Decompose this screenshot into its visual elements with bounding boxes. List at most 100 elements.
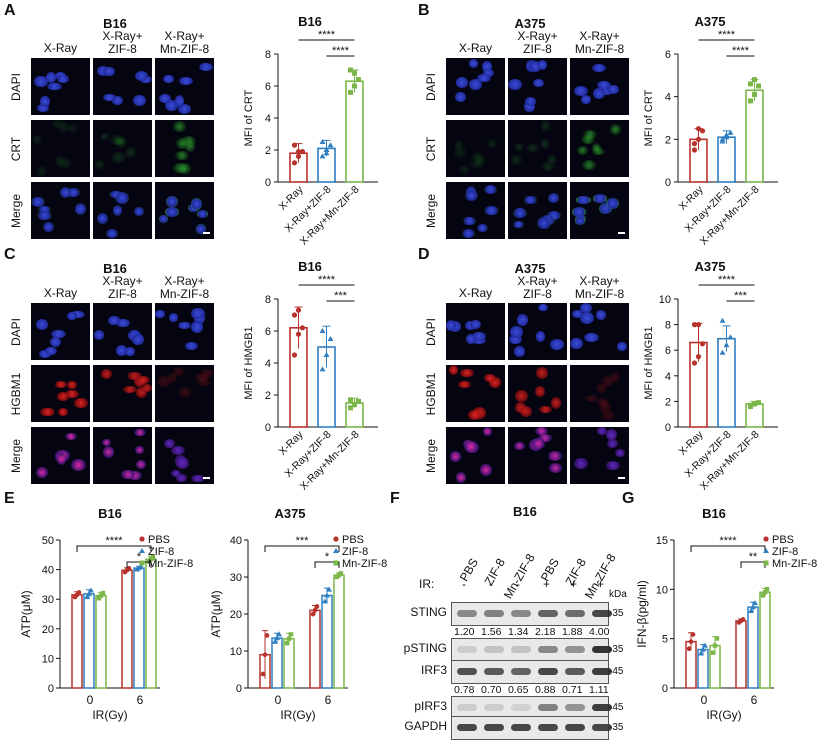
micrograph-tile: [508, 58, 567, 115]
cell-nucleus: [508, 79, 523, 91]
cell-nucleus: [47, 82, 62, 91]
cell-nucleus: [512, 220, 525, 229]
cell-nucleus: [31, 196, 46, 208]
data-point: [699, 341, 706, 347]
micrograph-panel-b: A375 X-Ray X-Ray+ ZIF-8 X-Ray+ Mn-ZIF-8 DAPI…: [415, 0, 645, 245]
cell-nucleus: [71, 458, 87, 471]
significance-label: ****: [718, 274, 736, 286]
data-point: [760, 593, 766, 598]
cell-nucleus: [528, 60, 542, 72]
kda-marker: -45: [609, 702, 624, 713]
data-point: [748, 608, 754, 614]
cell-nucleus: [175, 138, 189, 149]
cell-nucleus: [534, 386, 546, 398]
protein-band: [538, 724, 558, 731]
legend-label: PBS: [772, 534, 794, 546]
band-quantification: 1.11: [589, 684, 609, 696]
cell-nucleus: [583, 130, 598, 140]
cell-nucleus: [64, 432, 77, 441]
y-tick-label: 50: [42, 535, 54, 547]
y-tick-label: 4: [665, 371, 671, 383]
scale-bar: [618, 477, 625, 479]
significance-bracket: [126, 561, 152, 568]
x-axis-label: IR(Gy): [280, 708, 315, 722]
protein-band: [538, 646, 558, 653]
data-point: [295, 149, 302, 155]
cell-nucleus: [512, 207, 528, 219]
data-point: [348, 397, 353, 403]
data-point: [264, 633, 270, 638]
panel-letter-d: D: [418, 246, 430, 263]
cell-nucleus: [113, 205, 123, 216]
protein-band: [565, 668, 585, 675]
bar: [95, 594, 107, 689]
data-point: [96, 596, 102, 601]
cell-nucleus: [181, 136, 197, 146]
cell-nucleus: [134, 428, 147, 437]
micrograph-panel-c: B16 X-Ray X-Ray+ ZIF-8 X-Ray+ Mn-ZIF-8 DAPI H…: [0, 245, 230, 490]
panel-letter-e: E: [4, 490, 15, 507]
cell-nucleus: [175, 473, 188, 482]
micrograph-column-label: X-Ray: [458, 41, 493, 55]
micrograph-tile: [446, 120, 505, 177]
data-point: [326, 586, 332, 592]
y-axis-label: MFI of HMGB1: [643, 326, 655, 399]
data-point: [691, 360, 698, 366]
bar: [309, 609, 321, 689]
significance-label: ****: [318, 29, 336, 41]
cell-nucleus: [615, 448, 625, 458]
protein-band: [511, 668, 531, 675]
cell-nucleus: [463, 441, 478, 453]
data-point: [756, 400, 761, 406]
data-point: [690, 632, 696, 637]
cell-nucleus: [125, 347, 135, 356]
data-point: [712, 643, 718, 648]
y-tick-label: 0: [665, 422, 671, 434]
kda-marker: -35: [609, 722, 624, 733]
data-point: [691, 147, 698, 153]
cell-nucleus: [513, 441, 525, 451]
cell-nucleus: [35, 318, 49, 330]
data-point: [698, 650, 704, 656]
y-tick-label: 0: [665, 177, 671, 189]
cell-nucleus: [133, 206, 145, 216]
cell-nucleus: [37, 205, 51, 214]
cell-nucleus: [115, 136, 128, 149]
cell-nucleus: [474, 155, 486, 166]
cell-nucleus: [173, 121, 186, 133]
cell-nucleus: [70, 311, 86, 319]
protein-band: [484, 610, 504, 617]
cell-nucleus: [468, 58, 479, 69]
y-tick-label: 6: [665, 345, 671, 357]
micrograph-row-label: CRT: [9, 136, 23, 162]
cell-nucleus: [446, 319, 457, 332]
cell-nucleus: [134, 70, 148, 81]
data-point: [100, 590, 106, 596]
legend-marker: [139, 548, 145, 553]
cell-nucleus: [537, 217, 551, 229]
cell-nucleus: [483, 374, 497, 382]
cell-nucleus: [541, 120, 551, 132]
band-quantification: 1.88: [562, 626, 583, 638]
kda-marker: -45: [609, 666, 624, 677]
chart-title: A375: [694, 259, 725, 274]
cell-nucleus: [524, 101, 535, 112]
cell-nucleus: [483, 69, 494, 77]
micrograph-tile: [570, 365, 629, 422]
cell-nucleus: [535, 366, 549, 379]
micrograph-column-label: X-Ray: [43, 41, 78, 55]
micrograph-tile: [446, 303, 505, 360]
data-point: [348, 67, 353, 73]
cell-nucleus: [165, 195, 178, 208]
cell-nucleus: [184, 342, 198, 351]
y-tick-label: 4: [265, 358, 271, 370]
cell-nucleus: [185, 140, 195, 152]
significance-label: ****: [318, 274, 336, 286]
cell-nucleus: [534, 427, 548, 436]
micrograph-panel-a: B16 X-Ray X-Ray+ ZIF-8 X-Ray+ Mn-ZIF-8 DAPI C…: [0, 0, 230, 245]
data-point: [695, 322, 702, 328]
protein-band: [457, 646, 477, 653]
data-point: [752, 92, 757, 98]
cell-nucleus: [177, 162, 191, 175]
